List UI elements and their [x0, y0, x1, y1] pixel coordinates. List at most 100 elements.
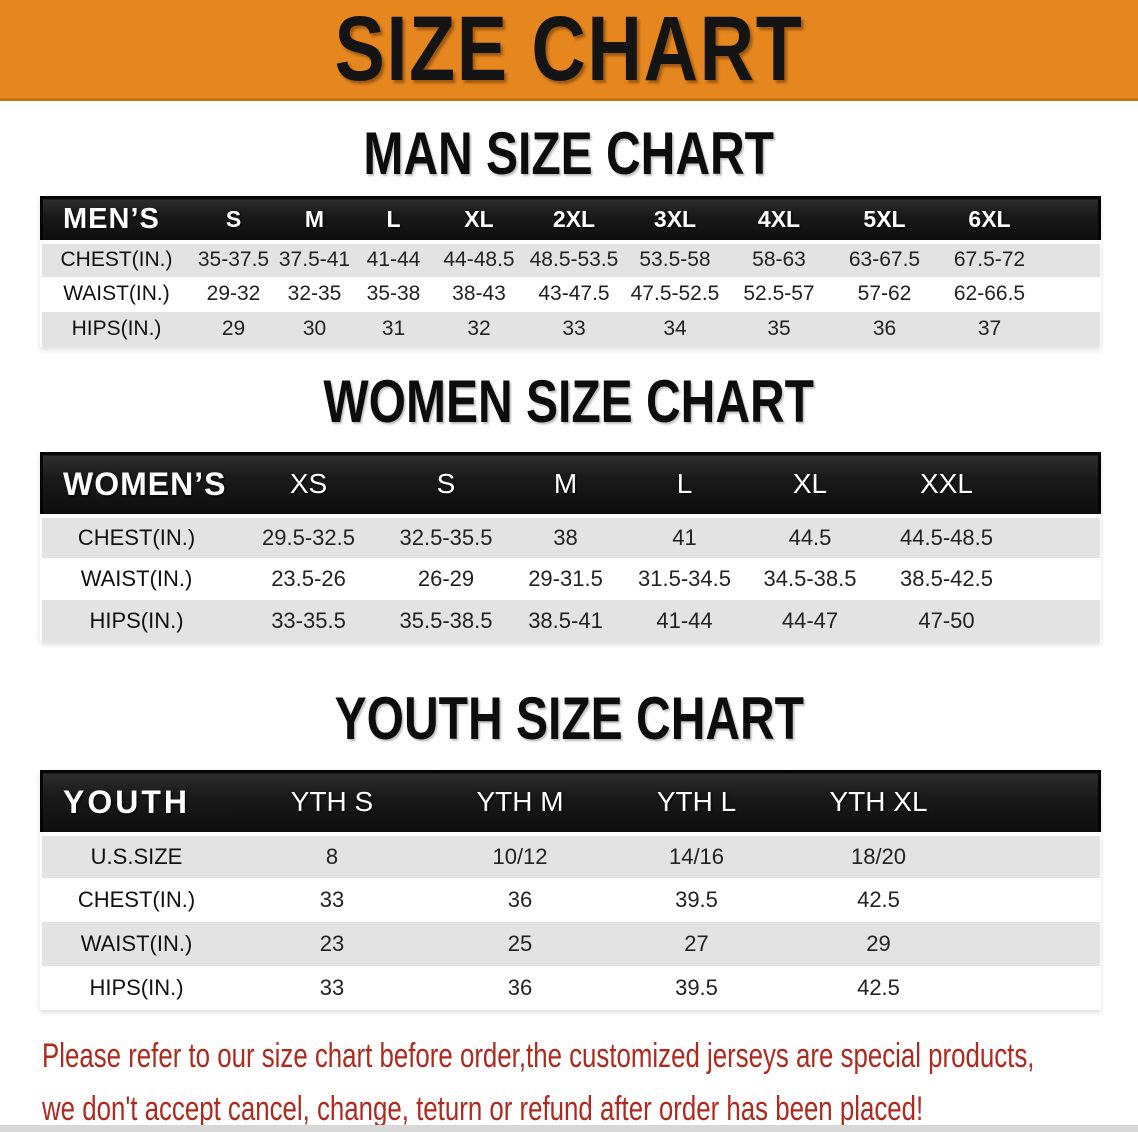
measure-value: 29: [866, 930, 891, 956]
measure-label: CHEST(IN.): [77, 524, 196, 550]
men-size-table: MEN’S S M L XL 2XL 3XL 4XL 5XL 6XL CHEST(IN.) 35-37…: [40, 196, 1101, 347]
measure-label: WAIST(IN.): [80, 565, 193, 591]
measure-value: 44-47: [781, 607, 839, 633]
filler-cell: [1041, 196, 1101, 244]
measure-row: CHEST(IN.) 29.5-32.5 32.5-35.5 38 41 44.5 44.5…: [41, 515, 1100, 558]
measure-value: 38: [553, 524, 578, 550]
measure-value: 29-32: [206, 282, 261, 305]
measure-value: 44.5: [788, 524, 832, 550]
size-column-header: 4XL: [726, 196, 832, 244]
size-table-header-row: YOUTH YTH S YTH M YTH L YTH XL: [40, 770, 1101, 836]
footer-disclaimer: Please refer to our size chart before or…: [42, 1033, 1132, 1132]
measure-value: 18/20: [850, 843, 907, 869]
measure-value: 39.5: [675, 886, 718, 912]
measure-value: 33: [319, 974, 345, 1000]
filler-cell: [1018, 558, 1100, 600]
measure-row: WAIST(IN.) 23.5-26 26-29 29-31.5 31.5-34.5 34…: [41, 557, 1100, 600]
measure-value: 23.5-26: [271, 565, 346, 591]
measure-value: 36: [507, 886, 533, 912]
measure-value: 34.5-38.5: [763, 565, 857, 591]
measure-value: 26-29: [417, 565, 475, 591]
measure-value: 29.5-32.5: [262, 524, 355, 550]
measure-value: 36: [872, 317, 897, 340]
size-column-header: L: [624, 452, 745, 518]
measure-value: 36: [507, 974, 533, 1000]
filler-cell: [972, 966, 1100, 1010]
size-column-header: XL: [433, 196, 525, 244]
measure-value: 52.5-57: [743, 282, 815, 305]
size-column-header: 5XL: [831, 196, 938, 244]
bottom-edge-strip: [0, 1125, 1138, 1132]
measure-value: 32-35: [287, 282, 342, 305]
measure-value: 39.5: [675, 974, 718, 1000]
measure-value: 43-47.5: [538, 282, 610, 305]
measure-value: 57-62: [857, 282, 912, 305]
banner-title: SIZE CHART: [334, 0, 804, 100]
measure-value: 30: [302, 317, 327, 340]
measure-label: CHEST(IN.): [77, 886, 196, 912]
size-column-header: 6XL: [937, 196, 1042, 244]
size-column-header: YTH XL: [785, 770, 972, 836]
measure-value: 10/12: [492, 843, 548, 869]
footer-disclaimer-line1: Please refer to our size chart before or…: [42, 1037, 1035, 1075]
measure-value: 58-63: [752, 248, 806, 271]
section-heading-youth: YOUTH SIZE CHART: [0, 689, 1138, 749]
filler-cell: [1018, 600, 1100, 642]
measure-row: HIPS(IN.) 33-35.5 35.5-38.5 38.5-41 41-44 44-…: [41, 599, 1100, 642]
table-corner-label: YOUTH: [40, 770, 232, 836]
measure-value: 25: [507, 930, 533, 956]
measure-row: HIPS(IN.) 33 36 39.5 42.5: [41, 965, 1100, 1010]
measure-value: 38-43: [452, 282, 506, 305]
measure-value: 34: [663, 317, 687, 340]
measure-label: CHEST(IN.): [60, 248, 173, 271]
footer-disclaimer-line2: we don't accept cancel, change, teturn o…: [42, 1090, 924, 1128]
section-heading-women: WOMEN SIZE CHART: [0, 372, 1138, 432]
table-corner-label: WOMEN’S: [40, 452, 232, 518]
measure-value: 62-66.5: [953, 282, 1026, 305]
measure-value: 33: [562, 317, 586, 340]
measure-row: HIPS(IN.) 29 30 31 32 33 34 35 36 37: [41, 311, 1100, 347]
measure-row: WAIST(IN.) 23 25 27 29: [41, 921, 1100, 966]
women-size-table: WOMEN’S XS S M L XL XXL CHEST(IN.) 29.5-32.5 32.5…: [40, 452, 1101, 642]
size-column-header: M: [275, 196, 354, 244]
size-column-header: 3XL: [623, 196, 727, 244]
measure-value: 31.5-34.5: [638, 565, 731, 591]
size-column-header: XXL: [875, 452, 1018, 518]
measure-value: 37.5-41: [278, 248, 351, 271]
measure-value: 41-44: [656, 607, 713, 633]
size-column-header: 2XL: [524, 196, 624, 244]
measure-value: 44.5-48.5: [900, 524, 993, 550]
size-table-header-row: MEN’S S M L XL 2XL 3XL 4XL 5XL 6XL: [40, 196, 1101, 244]
measure-value: 14/16: [668, 843, 725, 869]
measure-label: WAIST(IN.): [80, 930, 193, 956]
filler-cell: [1017, 452, 1101, 518]
measure-label: HIPS(IN.): [71, 317, 162, 340]
women-size-chart-heading: WOMEN SIZE CHART: [323, 368, 815, 435]
filler-cell: [1042, 242, 1100, 277]
size-column-header: YTH M: [432, 770, 608, 836]
size-column-header: YTH S: [231, 770, 433, 836]
youth-size-table: YOUTH YTH S YTH M YTH L YTH XL U.S.SIZE 8 10/12…: [40, 770, 1101, 1010]
filler-cell: [971, 770, 1101, 836]
filler-cell: [1018, 516, 1100, 558]
measure-value: 33: [319, 886, 345, 912]
measure-value: 41: [672, 524, 697, 550]
measure-value: 23: [319, 930, 345, 956]
measure-value: 31: [381, 317, 406, 340]
measure-value: 47-50: [918, 607, 975, 633]
measure-value: 42.5: [857, 974, 900, 1000]
section-heading-man: MAN SIZE CHART: [0, 124, 1138, 184]
youth-size-chart-heading: YOUTH SIZE CHART: [334, 685, 804, 752]
size-column-header: M: [506, 452, 625, 518]
measure-value: 67.5-72: [953, 248, 1026, 271]
filler-cell: [972, 922, 1100, 966]
measure-value: 35-38: [366, 282, 421, 305]
measure-row: CHEST(IN.) 33 36 39.5 42.5: [41, 877, 1100, 922]
measure-value: 63-67.5: [848, 248, 921, 271]
measure-value: 8: [325, 843, 339, 869]
measure-label: U.S.SIZE: [90, 843, 183, 869]
size-column-header: S: [385, 452, 507, 518]
size-column-header: YTH L: [607, 770, 786, 836]
measure-label: HIPS(IN.): [89, 607, 184, 633]
